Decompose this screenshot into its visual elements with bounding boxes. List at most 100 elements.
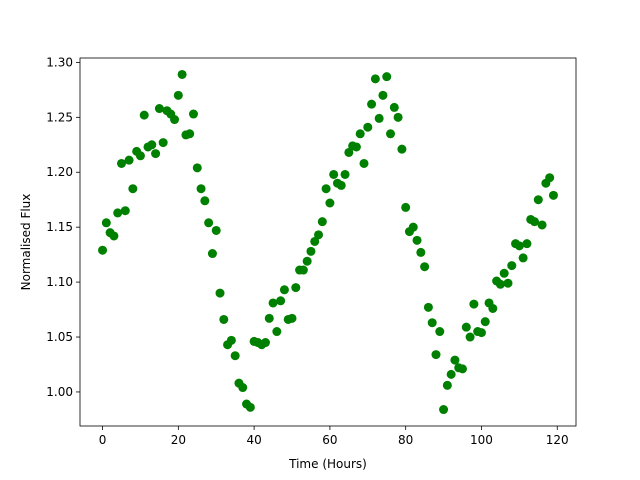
data-point [310,236,320,246]
data-point [397,144,407,154]
data-point [298,265,308,275]
y-tick-label: 1.20 [46,165,73,179]
data-point [533,195,543,205]
data-point [476,328,486,338]
data-point [465,332,475,342]
data-point [192,163,202,173]
data-point [420,262,430,272]
data-point [317,217,327,227]
x-axis-label: Time (Hours) [288,457,367,471]
data-point [351,142,361,152]
data-point [154,104,164,114]
data-point [264,313,274,323]
data-point [268,298,278,308]
data-point [435,327,445,337]
data-point [439,405,449,415]
data-point [238,383,248,393]
data-point [522,239,532,249]
data-point [458,364,468,374]
y-tick-label: 1.05 [46,330,73,344]
data-point [423,302,433,312]
y-tick-label: 1.10 [46,275,73,289]
data-point [128,184,138,194]
data-point [370,74,380,84]
data-point [302,256,312,266]
y-axis-label: Normalised Flux [19,194,33,291]
data-point [211,225,221,235]
data-point [113,208,123,218]
data-point [329,169,339,179]
data-point [427,318,437,328]
data-point [98,245,108,255]
data-point [507,261,517,271]
data-point [219,314,229,324]
data-point [363,122,373,132]
data-point [260,338,270,348]
data-point [139,110,149,120]
data-point [503,278,513,288]
data-point [291,283,301,293]
data-point [314,230,324,240]
data-point [101,218,111,228]
data-point [321,184,331,194]
data-point [359,158,369,168]
data-point [204,218,214,228]
data-point [530,217,540,227]
data-point [173,90,183,100]
data-point [344,147,354,157]
data-point [124,155,134,165]
data-point [188,109,198,119]
data-point [120,206,130,216]
data-point [378,90,388,100]
data-point [431,350,441,360]
y-tick-label: 1.30 [46,55,73,69]
data-point [367,99,377,109]
data-point [518,253,528,263]
data-point [355,129,365,139]
data-point [336,180,346,190]
y-tick-label: 1.15 [46,220,73,234]
x-tick-label: 40 [246,433,261,447]
data-point [306,246,316,256]
data-point [109,231,119,241]
x-tick-label: 0 [99,433,107,447]
data-point [230,351,240,361]
data-point [446,369,456,379]
data-point [185,129,195,139]
data-point [499,268,509,278]
data-point [276,296,286,306]
data-point [408,222,418,232]
plot-frame [79,57,577,427]
data-point [537,220,547,230]
data-point [442,380,452,390]
data-point [416,247,426,257]
data-point [245,402,255,412]
data-point [374,113,384,123]
y-tick-label: 1.25 [46,110,73,124]
data-point [545,173,555,183]
data-point [401,202,411,212]
data-point [158,138,168,148]
data-point [147,140,157,150]
data-point [389,102,399,112]
data-point [116,158,126,168]
data-point [393,112,403,122]
y-tick-label: 1.00 [46,385,73,399]
data-point [135,151,145,161]
data-point [495,279,505,289]
data-point [287,313,297,323]
data-point [177,69,187,79]
data-point [514,241,524,251]
data-point [450,355,460,365]
data-point [170,115,180,125]
data-point [480,317,490,327]
data-point [340,169,350,179]
data-point [412,235,422,245]
data-point [226,335,236,345]
x-tick-label: 100 [470,433,493,447]
data-point [151,149,161,159]
data-point [469,299,479,309]
data-point [548,190,558,200]
data-point [382,72,392,82]
